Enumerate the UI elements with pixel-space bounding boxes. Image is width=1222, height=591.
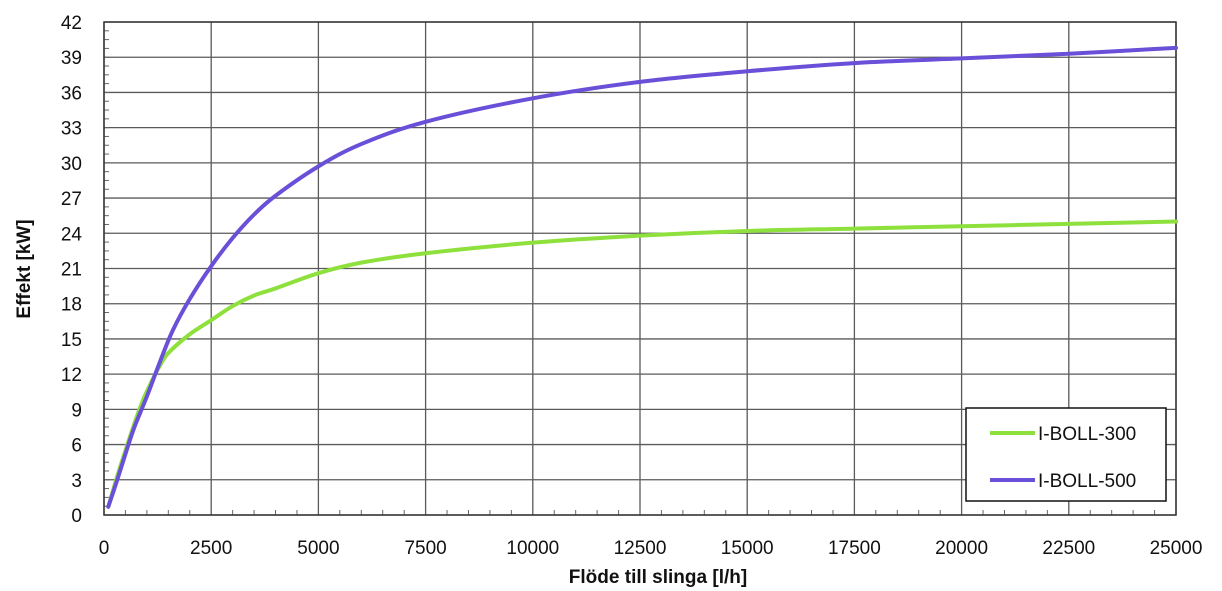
y-tick-label: 0 [71, 506, 82, 527]
y-tick-label: 15 [61, 330, 82, 351]
y-tick-label: 24 [61, 224, 83, 245]
y-tick-label: 42 [61, 13, 82, 34]
legend-label-i-boll-300: I-BOLL-300 [1038, 424, 1136, 445]
legend-label-i-boll-500: I-BOLL-500 [1038, 471, 1136, 492]
y-tick-label: 9 [71, 400, 82, 421]
x-tick-label: 7500 [404, 538, 446, 559]
x-tick-label: 2500 [190, 538, 232, 559]
x-tick-label: 17500 [828, 538, 881, 559]
series-line-i-boll-300 [106, 219, 1178, 509]
y-tick-label: 39 [61, 48, 82, 69]
x-tick-label: 0 [99, 538, 110, 559]
y-axis-title: Effekt [kW] [14, 219, 35, 318]
y-tick-label: 33 [61, 119, 82, 140]
minor-ticks [103, 21, 1177, 516]
y-tick-label: 6 [71, 436, 82, 457]
y-tick-label: 27 [61, 189, 82, 210]
y-tick-label: 3 [71, 471, 82, 492]
x-axis-tick-labels: 0 2500 5000 7500 10000 12500 15000 17500 20000 22… [99, 538, 1203, 559]
legend: I-BOLL-300 I-BOLL-500 [965, 407, 1167, 502]
y-tick-label: 30 [61, 154, 82, 175]
plot-area-border [103, 21, 1177, 516]
series-lines [106, 45, 1178, 509]
x-tick-label: 5000 [297, 538, 339, 559]
y-tick-label: 18 [61, 295, 82, 316]
y-tick-label: 12 [61, 365, 82, 386]
x-tick-label: 12500 [614, 538, 667, 559]
x-tick-label: 22500 [1042, 538, 1095, 559]
x-tick-label: 25000 [1150, 538, 1203, 559]
x-tick-label: 15000 [721, 538, 774, 559]
y-tick-label: 36 [61, 83, 82, 104]
legend-box [965, 407, 1167, 502]
x-tick-label: 10000 [506, 538, 559, 559]
x-tick-label: 20000 [935, 538, 988, 559]
x-axis-title: Flöde till slinga [l/h] [569, 567, 747, 588]
y-tick-label: 21 [61, 260, 82, 281]
series-line-i-boll-500 [106, 45, 1178, 509]
